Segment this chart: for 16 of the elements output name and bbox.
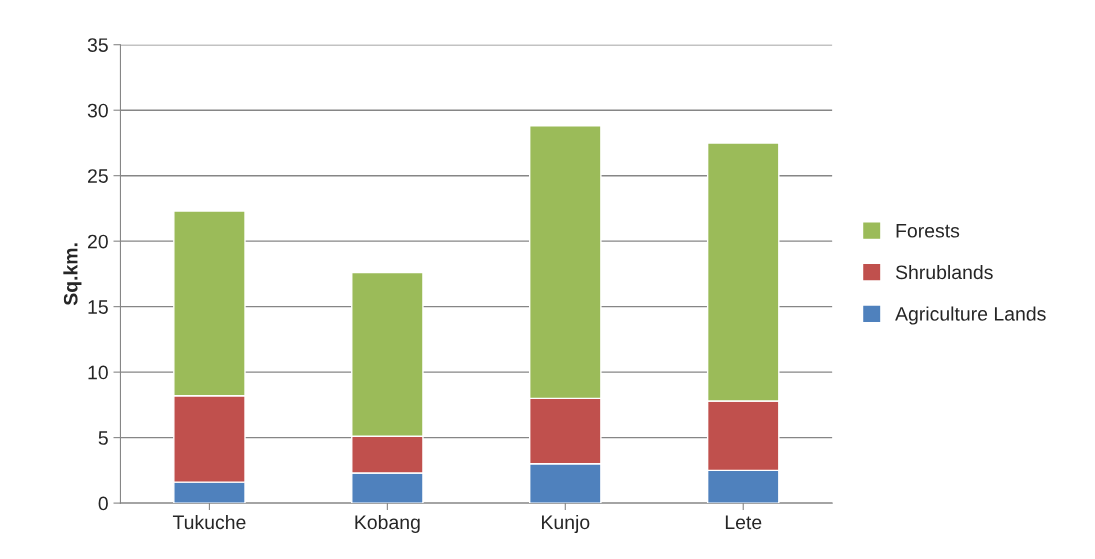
x-tick-label: Kobang — [355, 514, 420, 534]
y-tick-label: 15 — [88, 300, 108, 314]
y-tick-label: 10 — [88, 365, 108, 380]
x-tick-label: Tukuche — [172, 514, 246, 530]
y-tick-label: 5 — [98, 431, 108, 445]
legend-label: Agriculture Lands — [895, 306, 1046, 325]
legend-label: Shrublands — [895, 264, 993, 280]
x-tick-label: Kunjo — [542, 514, 590, 534]
y-tick-label: 0 — [98, 496, 108, 511]
y-tick-label: 30 — [87, 103, 108, 118]
y-tick-label: 20 — [88, 234, 108, 249]
y-tick-label: 25 — [88, 169, 108, 183]
legend-label: Forests — [896, 224, 960, 238]
y-axis-title: Sq.km. — [63, 243, 82, 306]
x-tick-label: Lete — [725, 515, 762, 530]
y-tick-label: 35 — [87, 38, 108, 52]
